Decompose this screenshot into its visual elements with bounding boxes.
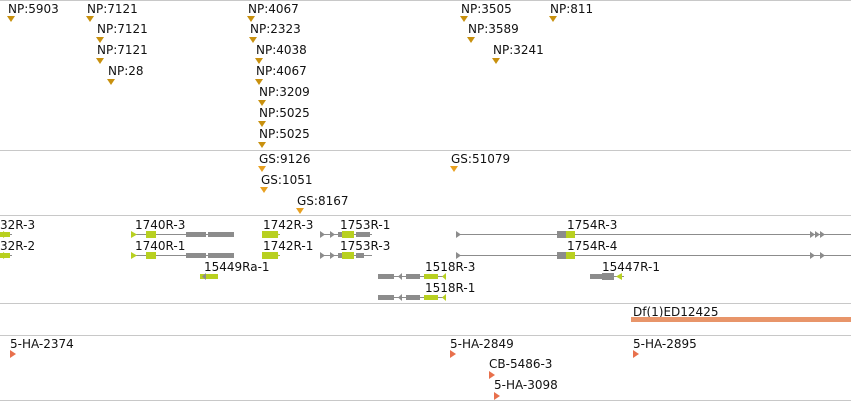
np-feature-label[interactable]: NP:5903	[8, 2, 59, 16]
np-feature-label[interactable]: NP:2323	[250, 22, 301, 36]
gs-marker-icon[interactable]	[450, 166, 458, 172]
np-marker-icon[interactable]	[258, 121, 266, 127]
np-feature-label[interactable]: NP:5025	[259, 106, 310, 120]
np-feature-label[interactable]: NP:4067	[248, 2, 299, 16]
transcript-label[interactable]: 1518R-1	[425, 281, 476, 295]
np-marker-icon[interactable]	[258, 142, 266, 148]
insertion-label[interactable]: 5-HA-3098	[494, 378, 558, 392]
np-marker-icon[interactable]	[255, 79, 263, 85]
np-marker-icon[interactable]	[467, 37, 475, 43]
transcript-label[interactable]: 1742R-3	[263, 218, 314, 232]
np-feature-label[interactable]: NP:28	[108, 64, 144, 78]
np-marker-icon[interactable]	[255, 58, 263, 64]
np-marker-icon[interactable]	[107, 79, 115, 85]
transcript-label[interactable]: 1518R-3	[425, 260, 476, 274]
np-marker-icon[interactable]	[7, 16, 15, 22]
np-feature-label[interactable]: NP:3209	[259, 85, 310, 99]
track-separator	[0, 215, 851, 216]
transcript-label[interactable]: 32R-3	[0, 218, 36, 232]
transcript-label[interactable]: 1740R-3	[135, 218, 186, 232]
insertion-marker-icon[interactable]	[633, 350, 639, 358]
insertion-label[interactable]: 5-HA-2895	[633, 337, 697, 351]
insertion-marker-icon[interactable]	[489, 371, 495, 379]
gs-feature-label[interactable]: GS:1051	[261, 173, 313, 187]
insertion-label[interactable]: CB-5486-3	[489, 357, 553, 371]
transcript-label[interactable]: 1742R-1	[263, 239, 314, 253]
np-marker-icon[interactable]	[247, 16, 255, 22]
deficiency-label[interactable]: Df(1)ED12425	[633, 305, 719, 319]
np-feature-label[interactable]: NP:811	[550, 2, 594, 16]
track-separator	[0, 303, 851, 304]
transcript-label[interactable]: 1754R-3	[567, 218, 618, 232]
np-marker-icon[interactable]	[96, 58, 104, 64]
np-feature-label[interactable]: NP:4038	[256, 43, 307, 57]
gs-feature-label[interactable]: GS:51079	[451, 152, 511, 166]
np-feature-label[interactable]: NP:7121	[97, 22, 148, 36]
insertion-marker-icon[interactable]	[10, 350, 16, 358]
np-marker-icon[interactable]	[549, 16, 557, 22]
np-feature-label[interactable]: NP:5025	[259, 127, 310, 141]
np-feature-label[interactable]: NP:3505	[461, 2, 512, 16]
np-marker-icon[interactable]	[249, 37, 257, 43]
gs-feature-label[interactable]: GS:8167	[297, 194, 349, 208]
transcript-label[interactable]: 1740R-1	[135, 239, 186, 253]
gs-marker-icon[interactable]	[260, 187, 268, 193]
bottom-border	[0, 400, 851, 401]
insertion-label[interactable]: 5-HA-2849	[450, 337, 514, 351]
np-feature-label[interactable]: NP:7121	[87, 2, 138, 16]
gs-marker-icon[interactable]	[296, 208, 304, 214]
np-marker-icon[interactable]	[258, 100, 266, 106]
np-feature-label[interactable]: NP:3241	[493, 43, 544, 57]
transcript-label[interactable]: 15449Ra-1	[204, 260, 270, 274]
np-feature-label[interactable]: NP:4067	[256, 64, 307, 78]
np-marker-icon[interactable]	[86, 16, 94, 22]
transcript-label[interactable]: 1753R-3	[340, 239, 391, 253]
np-feature-label[interactable]: NP:3589	[468, 22, 519, 36]
transcript-label[interactable]: 1753R-1	[340, 218, 391, 232]
transcript-label[interactable]: 15447R-1	[602, 260, 660, 274]
gs-feature-label[interactable]: GS:9126	[259, 152, 311, 166]
top-border	[0, 0, 851, 1]
np-feature-label[interactable]: NP:7121	[97, 43, 148, 57]
np-marker-icon[interactable]	[492, 58, 500, 64]
deficiency-bar[interactable]	[631, 317, 851, 322]
track-separator	[0, 150, 851, 151]
transcript-label[interactable]: 32R-2	[0, 239, 36, 253]
insertion-label[interactable]: 5-HA-2374	[10, 337, 74, 351]
track-separator	[0, 335, 851, 336]
gs-marker-icon[interactable]	[258, 166, 266, 172]
transcript-label[interactable]: 1754R-4	[567, 239, 618, 253]
insertion-marker-icon[interactable]	[494, 392, 500, 400]
np-marker-icon[interactable]	[96, 37, 104, 43]
np-marker-icon[interactable]	[460, 16, 468, 22]
insertion-marker-icon[interactable]	[450, 350, 456, 358]
